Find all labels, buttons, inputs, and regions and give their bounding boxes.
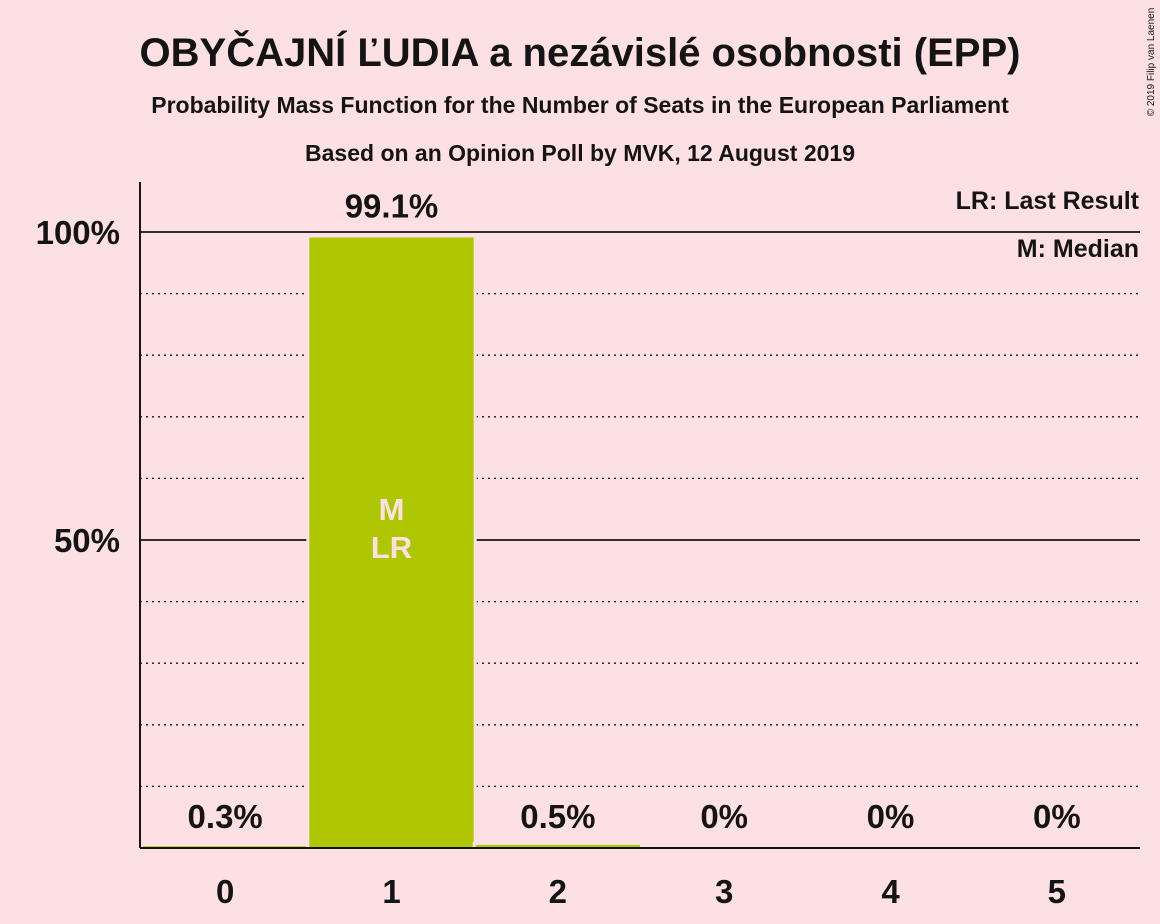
x-tick-label: 3 — [715, 873, 733, 910]
bar-seats-1 — [309, 237, 474, 848]
y-tick-label: 50% — [54, 522, 120, 559]
x-tick-label: 0 — [216, 873, 234, 910]
grid-lines — [140, 231, 1140, 788]
value-label-3: 0% — [700, 798, 748, 835]
median-marker: M — [379, 492, 405, 527]
value-label-5: 0% — [1033, 798, 1081, 835]
value-labels: 0.3% 99.1% MLR 0.5% 0% 0% 0% — [188, 188, 1081, 835]
bar-seats-2 — [475, 844, 640, 848]
copyright-notice: © 2019 Filip van Laenen — [1146, 8, 1157, 117]
x-tick-label: 2 — [549, 873, 567, 910]
last-result-marker: LR — [371, 530, 412, 565]
chart-source-line: Based on an Opinion Poll by MVK, 12 Augu… — [305, 140, 855, 166]
value-label-0: 0.3% — [188, 798, 263, 835]
chart-subtitle: Probability Mass Function for the Number… — [151, 92, 1009, 118]
x-tick-label: 5 — [1048, 873, 1066, 910]
x-tick-label: 1 — [382, 873, 400, 910]
legend-last-result: LR: Last Result — [956, 187, 1140, 215]
value-label-1: 99.1% — [345, 188, 439, 225]
value-label-4: 0% — [867, 798, 915, 835]
legend-median: M: Median — [1017, 235, 1139, 263]
axes: 50% 100% 0 1 2 3 4 5 — [36, 182, 1140, 910]
y-tick-label: 100% — [36, 214, 120, 251]
chart-title: OBYČAJNÍ ĽUDIA a nezávislé osobnosti (EP… — [140, 29, 1021, 75]
value-label-2: 0.5% — [520, 798, 595, 835]
bar-gap — [140, 843, 311, 848]
x-tick-label: 4 — [881, 873, 900, 910]
